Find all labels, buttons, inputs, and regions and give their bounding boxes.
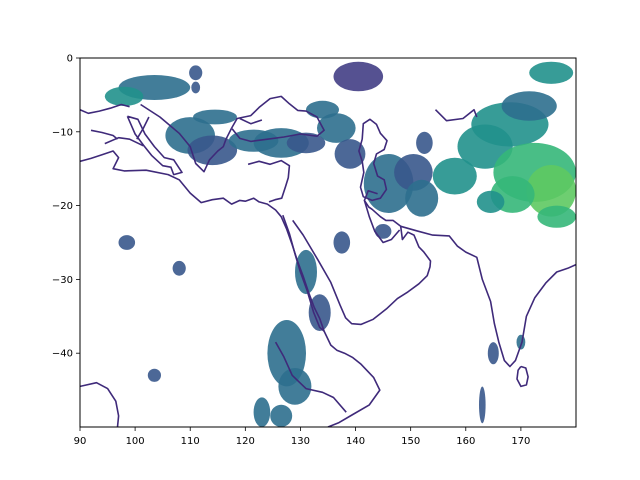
elevation-patch	[374, 224, 392, 239]
elevation-patch	[537, 205, 576, 228]
coastline-segment	[80, 103, 130, 115]
x-tick-label: 110	[181, 436, 200, 447]
x-tick-label: 90	[74, 436, 87, 447]
elevation-patch	[147, 368, 161, 382]
elevation-patch	[104, 86, 144, 106]
coastline-arabia	[292, 190, 432, 326]
x-tick-label: 130	[291, 436, 310, 447]
elevation-patch	[308, 294, 331, 331]
x-tick-label: 140	[346, 436, 365, 447]
coastline-caspian	[358, 118, 388, 202]
x-tick-label: 150	[401, 436, 420, 447]
x-tick-label: 160	[456, 436, 475, 447]
elevation-patch	[479, 386, 486, 424]
coastline-sri-lanka	[516, 365, 529, 388]
plot-area	[79, 57, 577, 428]
elevation-patch	[405, 179, 439, 217]
elevation-patch	[529, 61, 574, 84]
x-axis: 90 100 110 120 130 140 150 160 170	[74, 427, 530, 447]
elevation-patch	[278, 368, 312, 405]
coastline-black-sea	[230, 95, 325, 143]
coastline-persian-gulf	[363, 200, 401, 244]
elevation-patch	[432, 157, 477, 195]
coastline-segment	[136, 116, 150, 140]
elevation-patch	[317, 113, 356, 143]
elevation-patch	[333, 61, 384, 92]
elevation-patch	[172, 260, 186, 276]
y-tick-label: 0	[67, 54, 73, 65]
y-axis: 0 −10 −20 −30 −40	[52, 54, 80, 360]
elevation-layer	[104, 61, 576, 427]
x-tick-label: 120	[236, 436, 255, 447]
coastline-mediterranean-africa	[80, 150, 381, 427]
x-tick-label: 100	[126, 436, 145, 447]
y-tick-label: −40	[52, 349, 73, 360]
coastline-balkans	[140, 103, 233, 173]
coastline-segment	[90, 129, 119, 140]
elevation-patch	[286, 132, 326, 154]
elevation-patch	[487, 342, 499, 365]
elevation-patch	[270, 404, 293, 427]
elevation-patch	[416, 131, 433, 154]
coastline-india	[400, 225, 576, 368]
plot-frame	[79, 57, 577, 428]
y-tick-label: −20	[52, 201, 73, 212]
y-tick-label: −10	[52, 127, 73, 138]
elevation-patch	[118, 235, 136, 250]
elevation-patch	[253, 397, 271, 427]
x-tick-label: 170	[511, 436, 530, 447]
coastline-segment	[239, 117, 263, 125]
coastline-bottom-left	[80, 381, 120, 427]
coastline-italy	[126, 115, 183, 176]
coastline-segment	[434, 108, 478, 122]
coastline-red-sea-west	[282, 214, 325, 332]
coastline-segment	[104, 136, 144, 147]
elevation-patch	[476, 190, 505, 213]
elevation-patch	[334, 139, 366, 169]
elevation-patch	[526, 165, 576, 217]
y-tick-label: −30	[52, 275, 73, 286]
elevation-patch	[501, 91, 557, 121]
coastline-layer	[80, 95, 576, 427]
elevation-patch	[189, 65, 203, 81]
coastline-levant	[247, 159, 291, 203]
elevation-patch	[191, 81, 201, 94]
elevation-patch	[295, 249, 317, 295]
elevation-patch	[333, 231, 351, 254]
coastline-segment	[274, 341, 347, 413]
